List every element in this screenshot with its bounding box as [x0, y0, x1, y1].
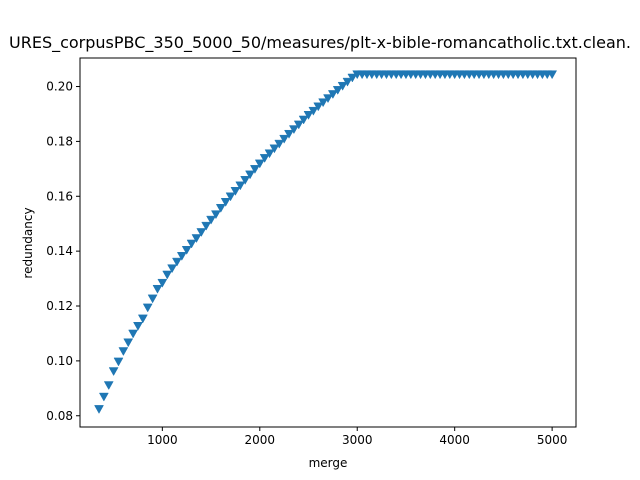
data-point — [323, 94, 333, 104]
chart-title: URES_corpusPBC_350_5000_50/measures/plt-… — [9, 33, 631, 53]
data-point — [269, 144, 280, 154]
data-point — [201, 221, 212, 231]
data-point — [318, 98, 329, 108]
data-point — [147, 294, 158, 304]
x-axis-ticks: 1000 2000 3000 4000 5000 — [147, 427, 567, 447]
data-point — [547, 70, 558, 80]
x-tick-label: 2000 — [245, 433, 276, 447]
x-tick-label: 3000 — [342, 433, 373, 447]
data-point — [313, 102, 324, 112]
data-point — [298, 115, 309, 125]
data-point — [103, 381, 114, 391]
data-point — [162, 270, 173, 280]
data-point — [303, 111, 314, 120]
y-tick-label: 0.16 — [46, 189, 73, 203]
data-point — [293, 120, 304, 130]
data-point — [133, 322, 143, 331]
data-point — [191, 234, 202, 243]
x-tick-label: 1000 — [147, 433, 178, 447]
data-point — [118, 347, 129, 357]
data-point — [176, 252, 187, 261]
data-point — [259, 154, 270, 163]
x-axis-label: merge — [309, 456, 348, 470]
plot-frame — [79, 57, 577, 428]
y-tick-label: 0.10 — [46, 354, 73, 368]
y-tick-label: 0.20 — [46, 80, 73, 94]
data-point — [342, 77, 353, 87]
data-point — [142, 303, 153, 313]
data-point — [249, 165, 260, 174]
y-tick-label: 0.08 — [46, 409, 73, 423]
data-point — [94, 405, 104, 414]
data-point — [284, 129, 294, 139]
data-point — [137, 314, 148, 324]
data-point — [172, 257, 182, 267]
y-tick-label: 0.18 — [46, 134, 73, 148]
data-point — [274, 139, 285, 149]
data-point — [181, 246, 192, 255]
data-point — [240, 176, 251, 185]
data-point — [235, 181, 246, 191]
data-point — [186, 239, 197, 249]
y-tick-label: 0.14 — [46, 244, 73, 258]
y-tick-label: 0.12 — [46, 299, 73, 313]
data-point — [157, 278, 168, 288]
data-point — [230, 187, 241, 196]
data-point — [279, 134, 290, 144]
data-point — [113, 357, 124, 367]
y-axis-label: redundancy — [21, 207, 35, 278]
plot-area — [80, 58, 576, 427]
data-point — [211, 210, 221, 220]
data-point — [225, 192, 236, 202]
data-point — [152, 284, 163, 294]
data-point — [206, 215, 216, 225]
data-series — [94, 70, 558, 414]
data-point — [128, 329, 139, 339]
data-point — [332, 86, 343, 95]
x-tick-label: 5000 — [537, 433, 568, 447]
data-point — [167, 264, 178, 274]
x-tick-label: 4000 — [439, 433, 470, 447]
data-point — [264, 149, 275, 159]
data-point — [308, 106, 319, 116]
y-axis-ticks: 0.08 0.10 0.12 0.14 0.16 0.18 0.20 — [46, 80, 80, 423]
data-point — [347, 73, 358, 83]
data-point — [288, 125, 299, 135]
data-point — [215, 204, 226, 213]
data-point — [196, 228, 207, 237]
data-point — [108, 367, 119, 377]
data-point — [220, 198, 231, 207]
data-point — [327, 90, 338, 99]
data-point — [245, 170, 255, 180]
data-point — [254, 159, 265, 169]
data-point — [337, 81, 348, 91]
data-point — [98, 392, 109, 402]
data-point — [123, 338, 134, 348]
